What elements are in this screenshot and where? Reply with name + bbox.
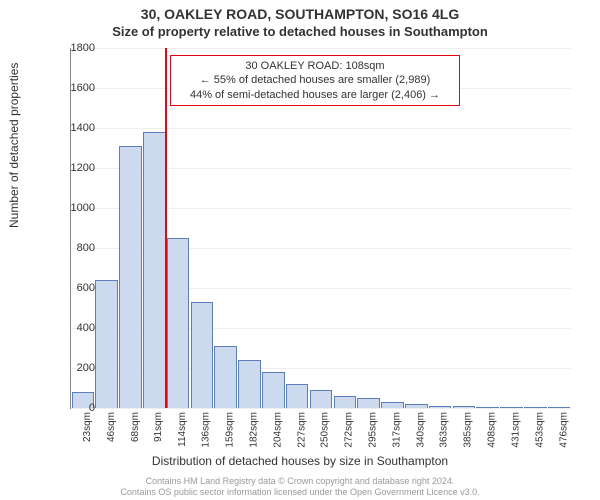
bar — [238, 360, 261, 408]
x-tick-label: 159sqm — [225, 412, 236, 448]
footer-line1: Contains HM Land Registry data © Crown c… — [0, 476, 600, 487]
bar — [381, 402, 404, 408]
annotation-line: ← 55% of detached houses are smaller (2,… — [177, 73, 453, 87]
bar — [214, 346, 237, 408]
x-tick-label: 295sqm — [368, 412, 379, 448]
x-tick-label: 91sqm — [153, 412, 164, 442]
y-tick-label: 600 — [50, 282, 95, 294]
chart-container: 30, OAKLEY ROAD, SOUTHAMPTON, SO16 4LG S… — [0, 0, 600, 500]
reference-line — [165, 48, 167, 408]
bar — [357, 398, 380, 408]
bar — [119, 146, 142, 408]
bar — [286, 384, 309, 408]
grid-line — [71, 128, 571, 129]
y-tick-label: 1200 — [50, 162, 95, 174]
y-tick-label: 200 — [50, 362, 95, 374]
y-tick-label: 1400 — [50, 122, 95, 134]
y-tick-label: 1000 — [50, 202, 95, 214]
x-tick-label: 114sqm — [177, 412, 188, 447]
bar — [334, 396, 357, 408]
annotation-line: 44% of semi-detached houses are larger (… — [177, 88, 453, 102]
bar — [405, 404, 428, 408]
x-tick-label: 317sqm — [391, 412, 402, 448]
y-tick-label: 400 — [50, 322, 95, 334]
annotation-line: 30 OAKLEY ROAD: 108sqm — [177, 59, 453, 73]
x-tick-label: 408sqm — [487, 412, 498, 448]
x-tick-label: 272sqm — [344, 412, 355, 448]
bar — [500, 407, 523, 408]
bar — [453, 406, 476, 408]
bar — [95, 280, 118, 408]
chart-title-line1: 30, OAKLEY ROAD, SOUTHAMPTON, SO16 4LG — [0, 6, 600, 22]
bar — [524, 407, 547, 408]
footer-line2: Contains OS public sector information li… — [0, 487, 600, 498]
bar — [429, 406, 452, 408]
x-tick-label: 68sqm — [130, 412, 141, 442]
x-axis-label: Distribution of detached houses by size … — [0, 454, 600, 468]
y-axis-label: Number of detached properties — [7, 63, 21, 228]
footer-attribution: Contains HM Land Registry data © Crown c… — [0, 476, 600, 498]
y-tick-label: 1600 — [50, 82, 95, 94]
x-tick-label: 23sqm — [82, 412, 93, 442]
y-tick-label: 800 — [50, 242, 95, 254]
bar — [262, 372, 285, 408]
x-tick-label: 476sqm — [558, 412, 569, 448]
x-tick-label: 385sqm — [463, 412, 474, 448]
annotation-box: 30 OAKLEY ROAD: 108sqm← 55% of detached … — [170, 55, 460, 106]
y-tick-label: 1800 — [50, 42, 95, 54]
x-tick-label: 453sqm — [534, 412, 545, 448]
bar — [143, 132, 166, 408]
bar — [548, 407, 571, 408]
x-tick-label: 431sqm — [510, 412, 521, 448]
x-tick-label: 363sqm — [439, 412, 450, 448]
grid-line — [71, 408, 571, 409]
bar — [476, 407, 499, 408]
x-tick-label: 204sqm — [272, 412, 283, 448]
bar — [310, 390, 333, 408]
x-tick-label: 227sqm — [296, 412, 307, 448]
bar — [167, 238, 190, 408]
x-tick-label: 250sqm — [320, 412, 331, 448]
x-tick-label: 136sqm — [201, 412, 212, 448]
x-tick-label: 182sqm — [249, 412, 260, 448]
x-tick-label: 46sqm — [106, 412, 117, 442]
chart-title-line2: Size of property relative to detached ho… — [0, 24, 600, 39]
x-tick-label: 340sqm — [415, 412, 426, 448]
grid-line — [71, 48, 571, 49]
bar — [191, 302, 214, 408]
